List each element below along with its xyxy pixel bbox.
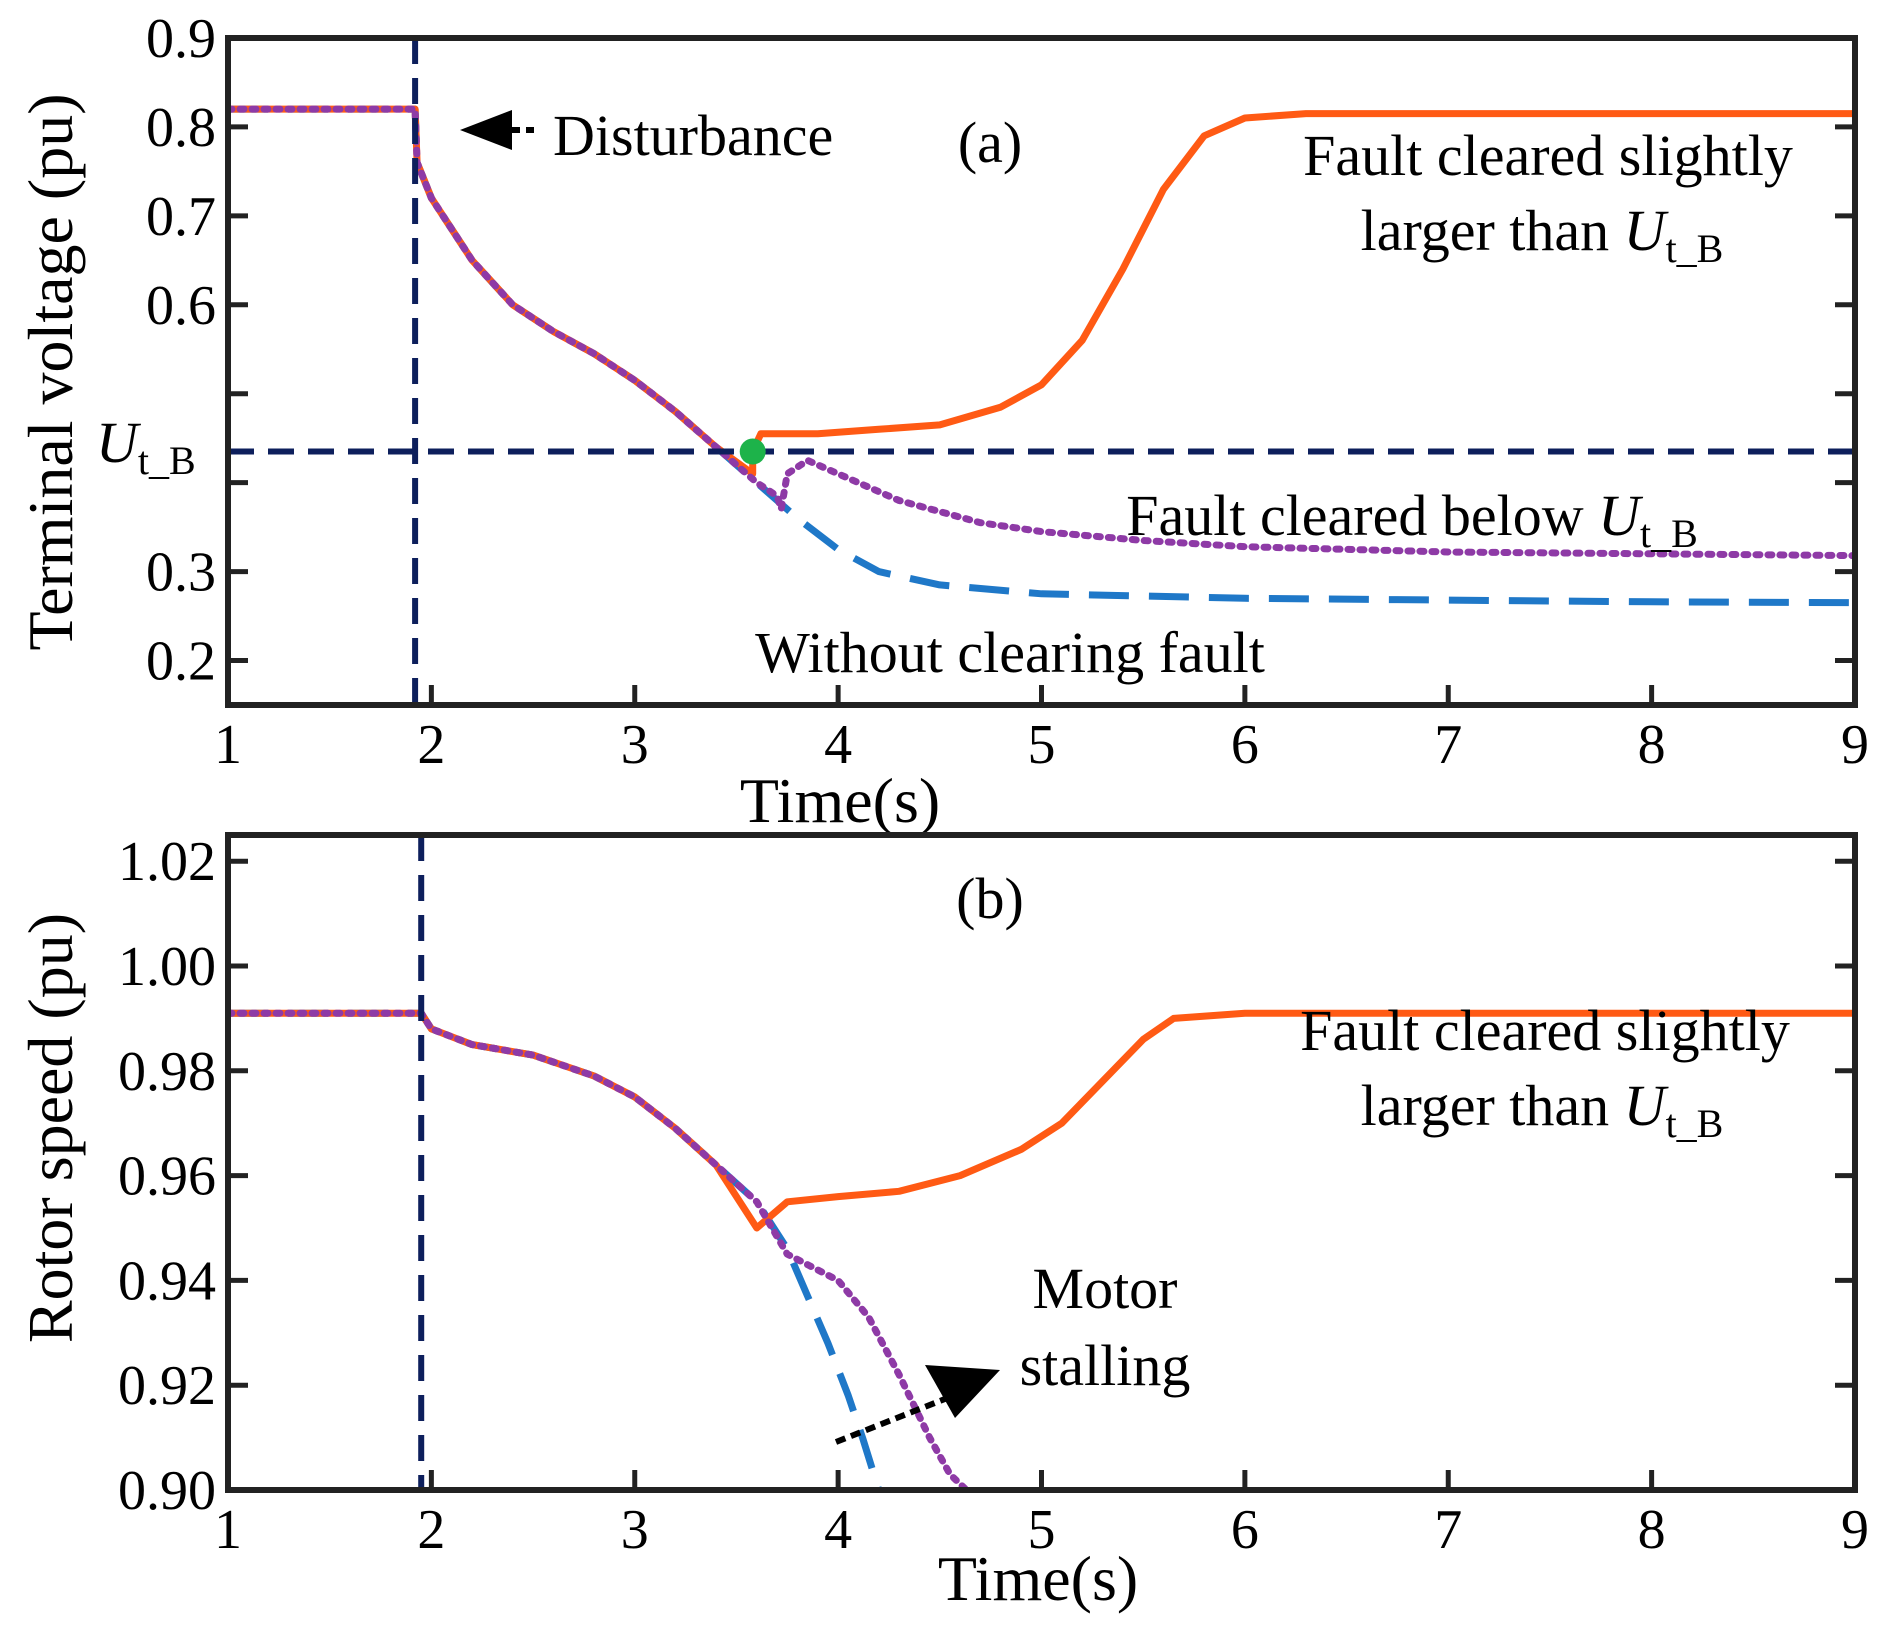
b-x-axis-label: Time(s) [938, 1543, 1138, 1614]
b-y-tick-label: 1.02 [118, 831, 216, 893]
a-disturbance-arrowhead [460, 110, 512, 150]
b-y-tick-label: 0.96 [118, 1146, 216, 1208]
a-annot-below: Fault cleared below Ut_B [1126, 483, 1698, 556]
b-x-tick-label: 6 [1231, 1499, 1259, 1561]
a-annot-slightly-line1: Fault cleared slightly [1303, 123, 1793, 188]
b-annot-stalling: stalling [1020, 1333, 1191, 1398]
b-annot-motor: Motor [1033, 1256, 1178, 1321]
a-y-tick-label: 0.9 [146, 8, 216, 70]
b-y-tick-label: 0.94 [118, 1250, 216, 1312]
a-series-dotted [228, 105, 1855, 560]
b-y-tick-label: 0.92 [118, 1355, 216, 1417]
a-x-tick-label: 6 [1231, 714, 1259, 776]
a-panel-label: (a) [958, 110, 1022, 175]
a-annot-disturbance: Disturbance [553, 103, 833, 168]
a-series-group [228, 105, 1855, 607]
a-y-tick-label: 0.6 [146, 275, 216, 337]
a-x-tick-label: 9 [1841, 714, 1869, 776]
b-series-group [228, 1009, 1855, 1490]
a-annot-slightly-line2: larger than Ut_B [1361, 198, 1724, 271]
a-x-tick-label: 1 [214, 714, 242, 776]
a-y-tick-label: 0.7 [146, 186, 216, 248]
b-x-tick-label: 2 [417, 1499, 445, 1561]
b-x-tick-label: 8 [1638, 1499, 1666, 1561]
a-clearing-point [739, 438, 766, 465]
b-x-tick-label: 3 [621, 1499, 649, 1561]
b-x-tick-label: 7 [1434, 1499, 1462, 1561]
a-x-tick-label: 2 [417, 714, 445, 776]
b-x-tick-label: 4 [824, 1499, 852, 1561]
panel-b: 1 2 3 4 5 6 7 8 9 0.90 0.92 0.94 0.96 0.98 1.00 1.02 Ti… [15, 831, 1869, 1614]
b-panel-label: (b) [956, 866, 1024, 931]
b-annot-slightly-line1: Fault cleared slightly [1300, 998, 1790, 1063]
a-y-tick-label: 0.8 [146, 97, 216, 159]
a-y-axis-label: Terminal voltage (pu) [15, 93, 86, 650]
b-annot-slightly-line2: larger than Ut_B [1361, 1073, 1724, 1146]
panel-a: 1 2 3 4 5 6 7 8 9 0.2 0.3 0.6 0.7 0.8 0.9 Time(s) Term… [15, 8, 1869, 836]
b-series-dashed [228, 1009, 883, 1490]
a-x-tick-label: 7 [1434, 714, 1462, 776]
a-annot-without: Without clearing fault [755, 620, 1265, 685]
b-x-tick-label: 9 [1841, 1499, 1869, 1561]
a-threshold-label: Ut_B [96, 410, 196, 483]
a-x-tick-label: 8 [1638, 714, 1666, 776]
b-series-dotted [228, 1009, 970, 1490]
b-y-axis-label: Rotor speed (pu) [15, 913, 86, 1343]
a-x-tick-label: 3 [621, 714, 649, 776]
b-stalling-arrow-line [834, 1392, 957, 1445]
b-stalling-arrowhead [925, 1365, 1000, 1418]
a-y-tick-label: 0.3 [146, 542, 216, 604]
a-x-axis-label: Time(s) [740, 765, 940, 836]
a-x-tick-label: 5 [1028, 714, 1056, 776]
b-y-tick-label: 1.00 [118, 936, 216, 998]
b-y-tick-label: 0.90 [118, 1460, 216, 1522]
b-x-tick-label: 1 [214, 1499, 242, 1561]
b-y-tick-label: 0.98 [118, 1041, 216, 1103]
b-x-tick-label: 5 [1028, 1499, 1056, 1561]
a-y-tick-label: 0.2 [146, 631, 216, 693]
a-x-tick-label: 4 [824, 714, 852, 776]
